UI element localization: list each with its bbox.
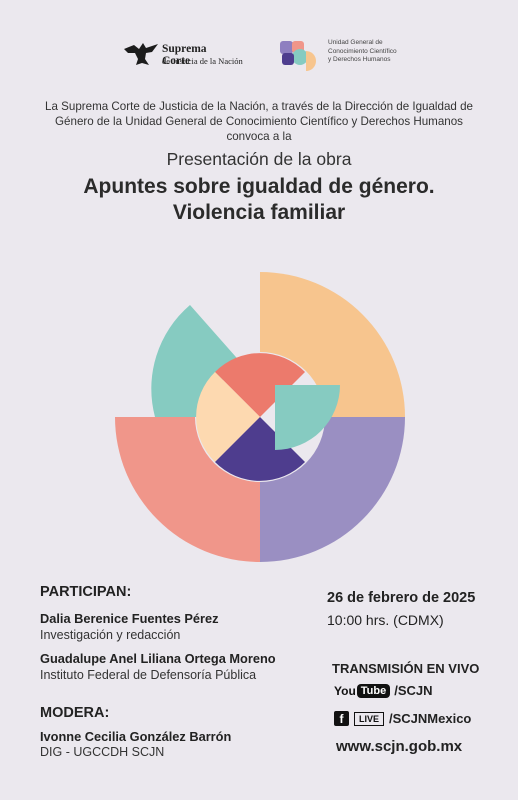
event-title-line-1: Apuntes sobre igualdad de género. <box>83 175 435 198</box>
ugccdh-logo-line2: Conocimiento Científico <box>328 47 397 55</box>
website-link[interactable]: www.scjn.gob.mx <box>336 738 463 755</box>
event-time: 10:00 hrs. (CDMX) <box>327 612 444 628</box>
participants-heading: PARTICIPAN: <box>40 584 132 600</box>
intro-paragraph: La Suprema Corte de Justicia de la Nació… <box>30 99 488 144</box>
moderator-role: DIG - UGCCDH SCJN <box>40 745 165 759</box>
moderator-heading: MODERA: <box>40 705 110 721</box>
broadcast-heading: TRANSMISIÓN EN VIVO <box>332 661 480 676</box>
participant-name-2: Guadalupe Anel Liliana Ortega Moreno <box>40 651 276 666</box>
participant-role-1: Investigación y redacción <box>40 628 181 642</box>
participant-role-2: Instituto Federal de Defensoría Pública <box>40 668 257 682</box>
youtube-you-text: You <box>334 683 356 698</box>
youtube-handle: /SCJN <box>394 683 433 698</box>
ugccdh-logo-line3: y Derechos Humanos <box>328 56 391 63</box>
ugccdh-logo-line1: Unidad General de <box>328 39 383 46</box>
intro-line-1: La Suprema Corte de Justicia de la Nació… <box>45 100 473 113</box>
live-badge: LIVE <box>354 711 385 726</box>
scjn-logo: Suprema Corte de Justicia de la Nación <box>122 40 243 70</box>
event-date: 26 de febrero de 2025 <box>327 590 476 606</box>
eagle-emblem-icon <box>124 43 158 65</box>
facebook-icon: f <box>334 711 349 726</box>
participant-name-1: Dalia Berenice Fuentes Pérez <box>40 611 219 626</box>
graphic-teal-arc <box>151 305 243 417</box>
graphic-small-teal-wedge <box>275 385 340 450</box>
scjn-logo-line2: de Justicia de la Nación <box>162 56 243 66</box>
graphic-cream-wedge <box>196 372 260 462</box>
facebook-link[interactable]: f LIVE /SCJNMexico <box>334 711 471 726</box>
youtube-link[interactable]: You Tube /SCJN <box>334 683 433 698</box>
ugccdh-logo: Unidad General de Conocimiento Científic… <box>278 39 398 71</box>
graphic-salmon-wedge <box>215 353 305 417</box>
scjn-logo-line1: Suprema Corte <box>162 43 207 67</box>
facebook-handle: /SCJNMexico <box>389 711 472 726</box>
event-title-line-2: Violencia familiar <box>172 201 346 224</box>
intro-line-3: convoca a la <box>226 130 292 143</box>
ugccdh-emblem-icon <box>280 41 316 71</box>
youtube-icon: You Tube <box>334 683 391 698</box>
moderator-name: Ivonne Cecilia González Barrón <box>40 729 232 744</box>
youtube-tube-text: Tube <box>356 683 391 698</box>
intro-line-2: Género de la Unidad General de Conocimie… <box>55 115 463 128</box>
decorative-circle-graphic <box>115 272 405 562</box>
event-subtitle: Presentación de la obra <box>166 149 352 169</box>
ugccdh-logo-text: Unidad General de Conocimiento Científic… <box>328 39 397 65</box>
event-title: Apuntes sobre igualdad de género. Violen… <box>0 174 518 226</box>
graphic-indigo-wedge <box>215 417 305 481</box>
